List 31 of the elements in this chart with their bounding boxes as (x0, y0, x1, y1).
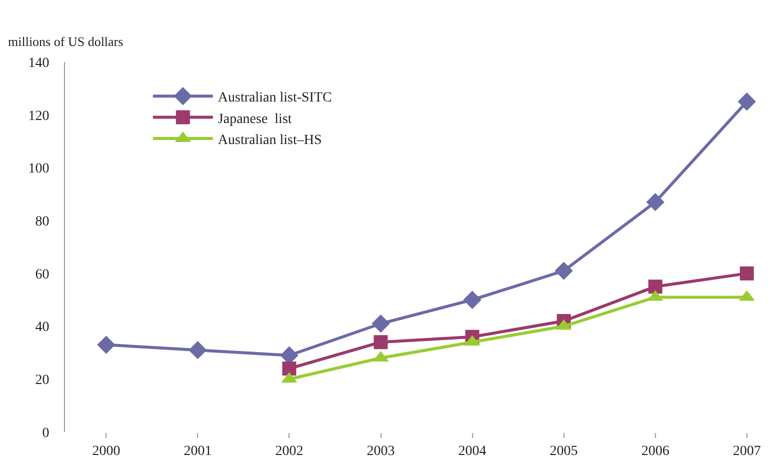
x-tick-label: 2007 (732, 444, 761, 459)
x-tick-label: 2003 (366, 444, 395, 459)
x-tick-label: 2001 (184, 444, 212, 459)
x-tick-label: 2005 (550, 444, 578, 459)
point (372, 314, 390, 333)
y-tick-label: 60 (35, 267, 50, 282)
point (97, 336, 116, 354)
legend-label: Australian list–HS (218, 132, 322, 148)
y-tick-label: 20 (35, 373, 50, 388)
point (738, 92, 756, 111)
y-tick-label: 120 (28, 108, 50, 124)
point (740, 266, 754, 280)
legend-label: Japanese list (218, 112, 292, 127)
y-tick-label: 80 (35, 214, 50, 230)
point (554, 262, 573, 280)
point (648, 280, 662, 294)
x-tick-label: 2000 (92, 444, 120, 459)
y-axis-title: millions of US dollars (8, 34, 124, 49)
x-tick-label: 2006 (641, 444, 670, 459)
point (282, 362, 296, 376)
y-tick-label: 140 (28, 56, 50, 71)
point (188, 340, 207, 360)
legend-label: Australian list-SITC (218, 90, 332, 106)
y-tick-label: 40 (35, 320, 50, 336)
x-tick-label: 2002 (275, 444, 304, 459)
x-tick-label: 2004 (458, 444, 486, 459)
point (646, 192, 664, 212)
y-tick-label: 0 (42, 426, 50, 441)
y-tick-label: 100 (28, 162, 50, 177)
point (463, 290, 482, 309)
point (374, 335, 388, 350)
